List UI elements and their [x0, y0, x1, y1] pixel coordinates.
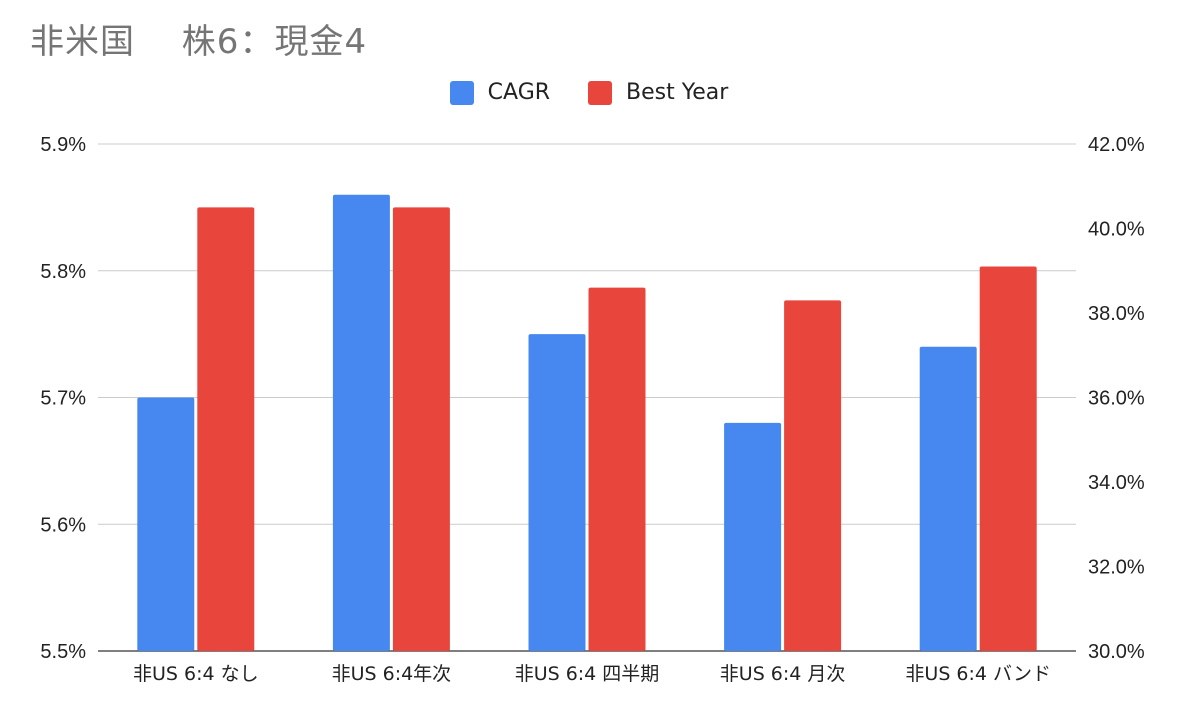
bar-cagr	[528, 334, 586, 651]
bar-best-year	[197, 207, 255, 651]
y-left-tick-label: 5.6%	[40, 514, 86, 536]
x-category-label: 非US 6:4 四半期	[515, 663, 660, 685]
bar-best-year	[588, 287, 646, 651]
x-category-label: 非US 6:4年次	[332, 663, 452, 685]
bar-cagr	[724, 422, 782, 651]
bar-best-year	[979, 266, 1037, 651]
bar-cagr	[137, 397, 195, 651]
bar-best-year	[392, 207, 450, 651]
bar-cagr	[919, 346, 977, 651]
bar-best-year	[784, 300, 842, 651]
x-category-label: 非US 6:4 月次	[720, 663, 846, 685]
legend: CAGR Best Year	[0, 80, 1178, 105]
y-left-tick-label: 5.8%	[40, 261, 86, 283]
y-right-tick-label: 42.0%	[1088, 134, 1145, 156]
bar-cagr	[332, 194, 390, 651]
y-right-tick-label: 40.0%	[1088, 219, 1145, 241]
y-right-tick-label: 36.0%	[1088, 388, 1145, 410]
y-right-tick-label: 30.0%	[1088, 641, 1145, 663]
y-right-tick-label: 38.0%	[1088, 303, 1145, 325]
legend-label-cagr: CAGR	[487, 80, 551, 105]
legend-label-best-year: Best Year	[626, 80, 729, 105]
x-category-label: 非US 6:4 バンド	[905, 663, 1051, 685]
x-category-label: 非US 6:4 なし	[133, 663, 259, 685]
chart-title: 非米国 株6：現金4	[30, 22, 368, 62]
y-right-tick-label: 32.0%	[1088, 557, 1145, 579]
legend-swatch-cagr	[449, 80, 474, 105]
y-right-tick-label: 34.0%	[1088, 472, 1145, 494]
y-left-tick-label: 5.5%	[40, 641, 86, 663]
y-left-tick-label: 5.7%	[40, 388, 86, 410]
y-left-tick-label: 5.9%	[40, 134, 86, 156]
legend-item-cagr[interactable]: CAGR	[449, 80, 551, 105]
legend-item-best-year[interactable]: Best Year	[588, 80, 728, 105]
legend-swatch-best-year	[588, 80, 613, 105]
